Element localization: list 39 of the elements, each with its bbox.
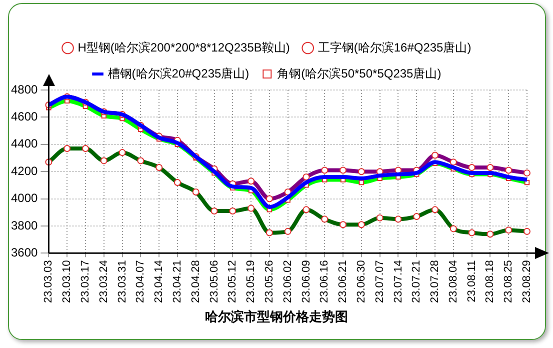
x-tick-label: 23.07.21 <box>410 260 423 304</box>
y-tick-label: 4200 <box>10 164 38 178</box>
y-tick-label: 4400 <box>10 136 38 151</box>
text: 哈尔滨市型钢价格走势图 <box>204 308 349 326</box>
x-tick-label: 23.03.10 <box>61 260 74 304</box>
x-tick-label: 23.05.19 <box>245 260 258 304</box>
x-tick-label: 23.08.04 <box>447 260 460 304</box>
x-tick-label: 23.04.28 <box>190 260 202 304</box>
x-tick-label: 23.03.03 <box>42 260 55 304</box>
x-tick-label: 23.05.12 <box>226 260 239 304</box>
x-tick-label: 23.08.11 <box>466 260 478 302</box>
x-tick-label: 23.03.31 <box>116 260 128 304</box>
x-tick-label: 23.06.09 <box>300 260 312 304</box>
x-tick-label: 23.06.21 <box>337 260 350 304</box>
x-tick-label: 23.06.30 <box>355 260 368 304</box>
y-tick-label: 4600 <box>10 110 38 124</box>
x-tick-label: 23.04.21 <box>172 260 184 304</box>
legend-label: 工字钢(哈尔滨16#Q235唐山) <box>318 40 472 54</box>
legend-label: H型钢(哈尔滨200*200*8*12Q235B鞍山) <box>78 40 290 54</box>
x-tick-label: 23.05.06 <box>208 260 220 304</box>
y-tick-label: 4000 <box>10 191 38 206</box>
x-tick-label: 23.08.18 <box>484 260 496 304</box>
x-tick-label: 23.08.25 <box>502 260 515 304</box>
y-tick-label: 3600 <box>10 245 38 260</box>
x-tick-label: 23.03.17 <box>80 260 92 304</box>
x-tick-label: 23.04.14 <box>153 260 166 304</box>
x-tick-label: 23.06.16 <box>318 260 331 304</box>
x-tick-label: 23.07.28 <box>429 260 442 304</box>
x-tick-label: 23.05.26 <box>263 260 276 304</box>
y-tick-label: 3800 <box>10 218 38 232</box>
x-tick-label: 23.07.07 <box>374 260 386 304</box>
x-tick-label: 23.06.02 <box>282 260 294 304</box>
legend-label: 角钢(哈尔滨50*50*5Q235唐山) <box>277 66 442 80</box>
x-tick-label: 23.08.29 <box>521 260 534 304</box>
y-tick-label: 4800 <box>10 82 38 96</box>
x-tick-label: 23.04.07 <box>134 260 147 304</box>
x-tick-label: 23.03.24 <box>98 260 110 304</box>
x-tick-label: 23.07.14 <box>392 260 404 304</box>
legend-label: 槽钢(哈尔滨20#Q235唐山) <box>108 66 250 80</box>
